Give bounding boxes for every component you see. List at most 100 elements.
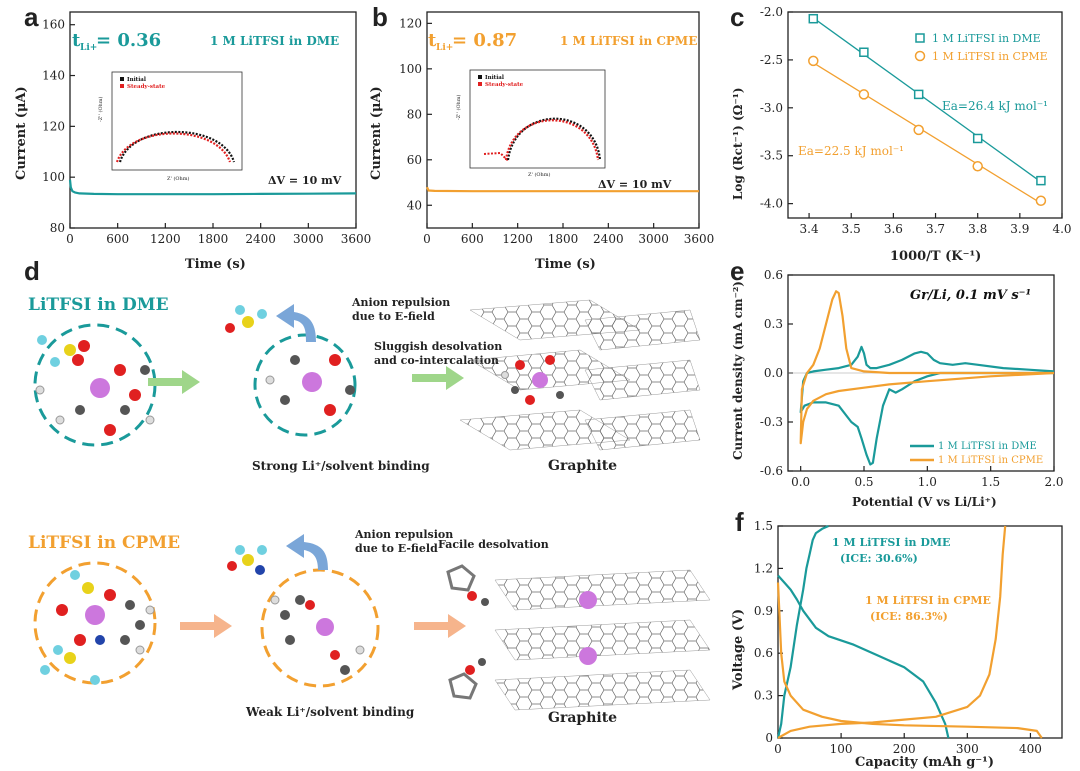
e-ytick-label: 0.6	[764, 268, 783, 282]
inset-b-ylabel: -Z'' (Ohm)	[455, 94, 462, 120]
c-xtick-label: 4.0	[1052, 222, 1071, 236]
chart-e-ylabel: Current density (mA cm⁻²)	[731, 281, 745, 460]
a-ytick-label: 100	[42, 170, 65, 184]
chart-c-legend-dme: 1 M LiTFSI in DME	[932, 32, 1041, 45]
chart-b-inset: Initial Steady-state Z' (Ohm) -Z'' (Ohm)	[455, 69, 606, 178]
chart-c-legend: 1 M LiTFSI in DME 1 M LiTFSI in CPME	[914, 32, 1048, 63]
a-xtick-label: 3600	[341, 232, 372, 246]
c-fit-line	[812, 62, 1042, 204]
c-point	[913, 124, 924, 136]
weak-binding: Weak Li⁺/solvent binding	[245, 705, 415, 719]
chart-e-legend-dme: 1 M LiTFSI in DME	[938, 441, 1037, 452]
c-xtick-label: 3.7	[926, 222, 945, 236]
arrow-blue-2	[286, 534, 328, 570]
panel-label-d: d	[24, 256, 40, 286]
panel-label-f: f	[735, 507, 744, 537]
f-xtick-label: 0	[774, 742, 782, 756]
chart-a-t-sub: Li+	[80, 43, 97, 53]
chart-b-t-sub: Li+	[436, 43, 453, 53]
chart-b: 0 600 1200 1800 2400 3000 3600 40 60 80 100 120 t L…	[399, 11, 714, 246]
inset-b-legend-initial: Initial	[485, 75, 504, 81]
c-ytick-label: -3.0	[760, 101, 783, 115]
f-xtick-label: 100	[830, 742, 853, 756]
b-ytick-label: 80	[407, 107, 422, 121]
b-ytick-label: 120	[399, 16, 422, 30]
a-xtick-label: 0	[66, 232, 74, 246]
c-xtick-label: 3.9	[1010, 222, 1029, 236]
b-ytick-label: 40	[407, 198, 422, 212]
c-point	[858, 89, 870, 100]
a-ytick-label: 160	[42, 18, 65, 32]
anion-efield-2: due to E-field	[355, 542, 438, 555]
e-xtick-label: 1.0	[918, 475, 937, 489]
b-series-line	[425, 186, 699, 193]
chart-c-ylabel: Log (Rct⁻¹) (Ω⁻¹)	[731, 87, 745, 200]
b-ytick-label: 60	[407, 153, 422, 167]
e-ytick-label: 0.3	[764, 317, 783, 331]
chart-c-ea-dme: Ea=26.4 kJ mol⁻¹	[942, 99, 1048, 113]
graphite-label-1: Graphite	[548, 458, 617, 474]
c-ytick-label: -2.5	[760, 53, 783, 67]
f-ytick-label: 1.2	[754, 561, 773, 575]
title-cpme: LiTFSI in CPME	[28, 533, 180, 553]
c-ytick-label: -3.5	[760, 149, 783, 163]
f-ytick-label: 0.6	[754, 646, 773, 660]
inset-b-legend-steady: Steady-state	[485, 82, 524, 88]
chart-a-t-value: = 0.36	[96, 30, 161, 51]
arrow-peach-1	[180, 614, 232, 638]
c-point	[1036, 175, 1046, 186]
arrow-green-2	[412, 366, 464, 390]
b-xtick-label: 600	[461, 232, 484, 246]
f-series-line	[776, 524, 829, 739]
chart-f-axes: 0 100 200 300 400 0 0.3 0.6 0.9 1.2 1.5	[754, 519, 1063, 756]
a-xtick-label: 3000	[293, 232, 324, 246]
cpme-solvation-cluster	[33, 561, 157, 685]
chart-a-marks	[68, 179, 357, 196]
e-xtick-label: 1.5	[981, 475, 1000, 489]
e-xtick-label: 0.5	[854, 475, 873, 489]
c-point	[1035, 195, 1047, 207]
anion-efield-1: due to E-field	[352, 310, 435, 323]
chart-e-legend: 1 M LiTFSI in DME 1 M LiTFSI in CPME	[910, 441, 1043, 466]
c-point	[972, 161, 983, 172]
chart-b-xlabel: Time (s)	[535, 257, 596, 272]
sluggish-2: and co-intercalation	[374, 354, 499, 367]
cpme-repulsion-cluster	[227, 545, 380, 688]
arrow-peach-2	[414, 614, 466, 638]
inset-a-legend-initial: Initial	[127, 77, 146, 83]
chart-c: 3.4 3.5 3.6 3.7 3.8 3.9 4.0 -4.0 -3.5 -3.0 -2.5 -2.…	[760, 5, 1072, 236]
chart-f-xlabel: Capacity (mAh g⁻¹)	[855, 755, 994, 770]
chart-e-legend-cpme: 1 M LiTFSI in CPME	[938, 455, 1043, 466]
b-xtick-label: 0	[423, 232, 431, 246]
chart-f-marks	[776, 524, 1043, 739]
arrow-blue-1	[276, 304, 316, 342]
panel-label-e: e	[730, 256, 745, 286]
anion-repulsion-1: Anion repulsion	[351, 296, 450, 309]
strong-binding: Strong Li⁺/solvent binding	[252, 459, 430, 473]
schematic-d: LiTFSI in DME Anion repulsion due to E-f…	[28, 295, 711, 726]
a-ytick-label: 120	[42, 119, 65, 133]
f-series-line	[777, 525, 1007, 739]
chart-c-axes: 3.4 3.5 3.6 3.7 3.8 3.9 4.0 -4.0 -3.5 -3.0 -2.5 -2.…	[760, 5, 1072, 236]
inset-b-arc-steady	[504, 119, 600, 161]
b-xtick-label: 1800	[548, 232, 579, 246]
title-dme: LiTFSI in DME	[28, 295, 169, 315]
chart-b-ylabel: Current (μA)	[369, 86, 384, 180]
f-series-line	[777, 574, 950, 739]
chart-f-dme-ice: (ICE: 30.6%)	[840, 552, 918, 565]
c-point	[913, 89, 924, 100]
f-ytick-label: 0	[765, 731, 773, 745]
chart-f-cpme-label: 1 M LiTFSI in CPME	[865, 594, 991, 607]
chart-a-legend: 1 M LiTFSI in DME	[210, 34, 339, 48]
inset-a-ylabel: -Z'' (Ohm)	[97, 96, 104, 122]
f-xtick-label: 200	[893, 742, 916, 756]
e-ytick-label: -0.6	[760, 464, 783, 478]
chart-e-xlabel: Potential (V vs Li/Li⁺)	[852, 495, 997, 509]
e-xtick-label: 0.0	[791, 475, 810, 489]
graphite-dme	[459, 299, 701, 451]
chart-f-ylabel: Voltage (V)	[731, 609, 746, 691]
inset-a-legend-steady: Steady-state	[127, 84, 166, 90]
inset-a-xlabel: Z' (Ohm)	[167, 175, 189, 182]
chart-e-title: Gr/Li, 0.1 mV s⁻¹	[910, 288, 1031, 303]
b-xtick-label: 3600	[684, 232, 715, 246]
